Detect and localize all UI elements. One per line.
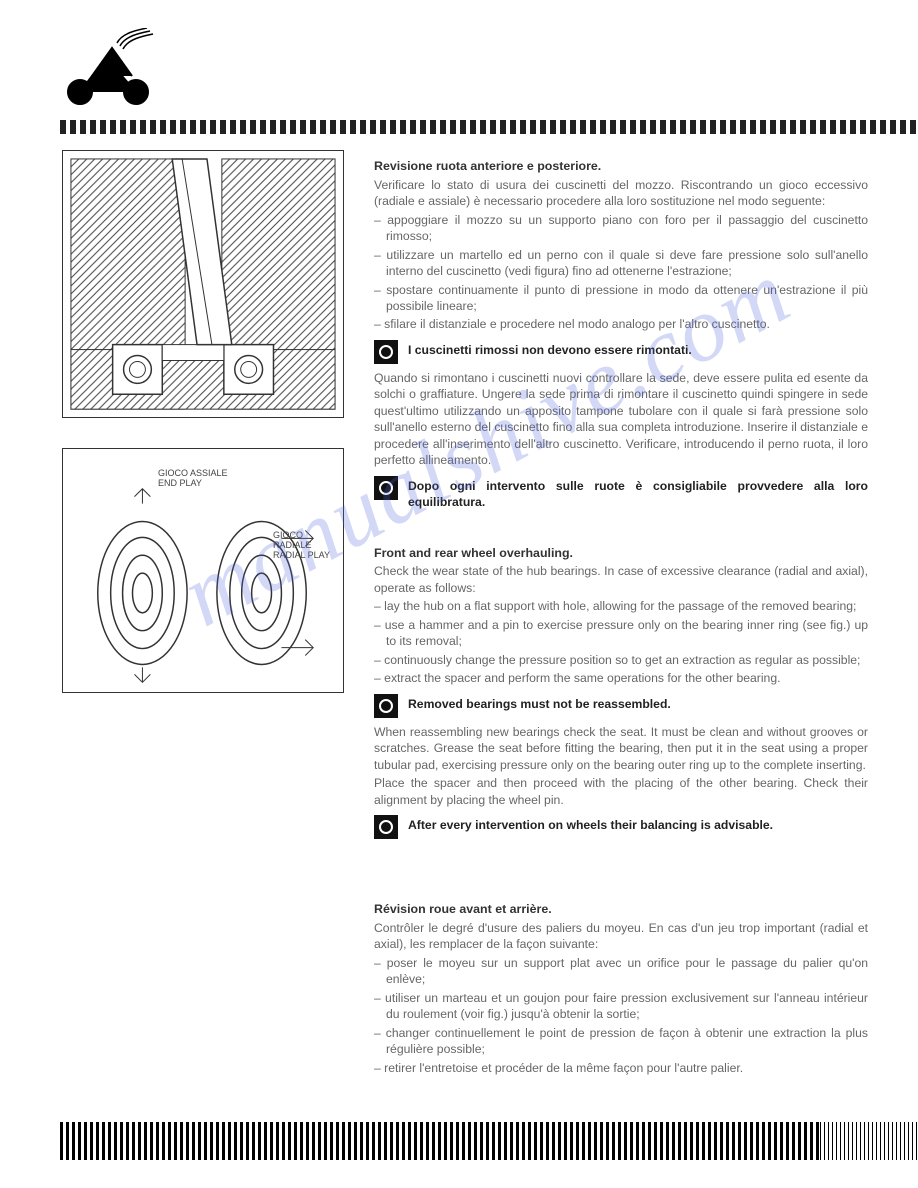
list-item: utiliser un marteau et un goujon pour fa…	[374, 990, 868, 1023]
list-item: sfilare il distanziale e procedere nel m…	[374, 316, 868, 332]
note-en-1: Removed bearings must not be reassembled…	[374, 693, 868, 718]
list-item: spostare continuamente il punto di press…	[374, 282, 868, 315]
heading-it: Revisione ruota anteriore e posteriore.	[374, 158, 868, 175]
heading-en: Front and rear wheel overhauling.	[374, 545, 868, 562]
figure-bearing-play: GIOCO ASSIALEEND PLAY GIOCO RADIALERADIA…	[62, 448, 344, 693]
label-radial-play: GIOCO RADIALERADIAL PLAY	[273, 531, 343, 561]
note-text: Removed bearings must not be reassembled…	[408, 693, 868, 712]
para-it-2: Quando si rimontano i cuscinetti nuovi c…	[374, 370, 868, 469]
note-text: Dopo ogni intervento sulle ruote è consi…	[408, 475, 868, 511]
list-item: lay the hub on a flat support with hole,…	[374, 598, 868, 614]
list-item: poser le moyeu sur un support plat avec …	[374, 955, 868, 988]
para-en-2: When reassembling new bearings check the…	[374, 724, 868, 773]
note-text: I cuscinetti rimossi non devono essere r…	[408, 339, 868, 358]
list-item: appoggiare il mozzo su un supporto piano…	[374, 212, 868, 245]
label-axial-play: GIOCO ASSIALEEND PLAY	[158, 469, 228, 489]
warning-icon	[374, 815, 398, 839]
list-item: extract the spacer and perform the same …	[374, 670, 868, 686]
list-fr: poser le moyeu sur un support plat avec …	[374, 955, 868, 1076]
warning-icon	[374, 340, 398, 364]
bottom-barcode-thin	[820, 1122, 918, 1160]
warning-icon	[374, 694, 398, 718]
note-it-1: I cuscinetti rimossi non devono essere r…	[374, 339, 868, 364]
intro-fr: Contrôler le degré d'usure des paliers d…	[374, 920, 868, 953]
list-item: use a hammer and a pin to exercise press…	[374, 617, 868, 650]
figure-bearing-extraction	[62, 150, 344, 418]
list-item: retirer l'entretoise et procéder de la m…	[374, 1060, 868, 1076]
main-text-column: Revisione ruota anteriore e posteriore. …	[374, 158, 868, 1080]
heading-fr: Révision roue avant et arrière.	[374, 901, 868, 918]
top-divider	[60, 120, 918, 134]
motorcycle-logo-icon	[62, 28, 162, 106]
note-text: After every intervention on wheels their…	[408, 814, 868, 833]
bottom-barcode	[60, 1122, 880, 1160]
list-item: changer continuellement le point de pres…	[374, 1025, 868, 1058]
intro-it: Verificare lo stato di usura dei cuscine…	[374, 177, 868, 210]
warning-icon	[374, 476, 398, 500]
list-en: lay the hub on a flat support with hole,…	[374, 598, 868, 686]
list-item: utilizzare un martello ed un perno con i…	[374, 247, 868, 280]
para-en-3: Place the spacer and then proceed with t…	[374, 775, 868, 808]
note-en-2: After every intervention on wheels their…	[374, 814, 868, 839]
list-it: appoggiare il mozzo su un supporto piano…	[374, 212, 868, 333]
intro-en: Check the wear state of the hub bearings…	[374, 563, 868, 596]
list-item: continuously change the pressure positio…	[374, 652, 868, 668]
note-it-2: Dopo ogni intervento sulle ruote è consi…	[374, 475, 868, 511]
